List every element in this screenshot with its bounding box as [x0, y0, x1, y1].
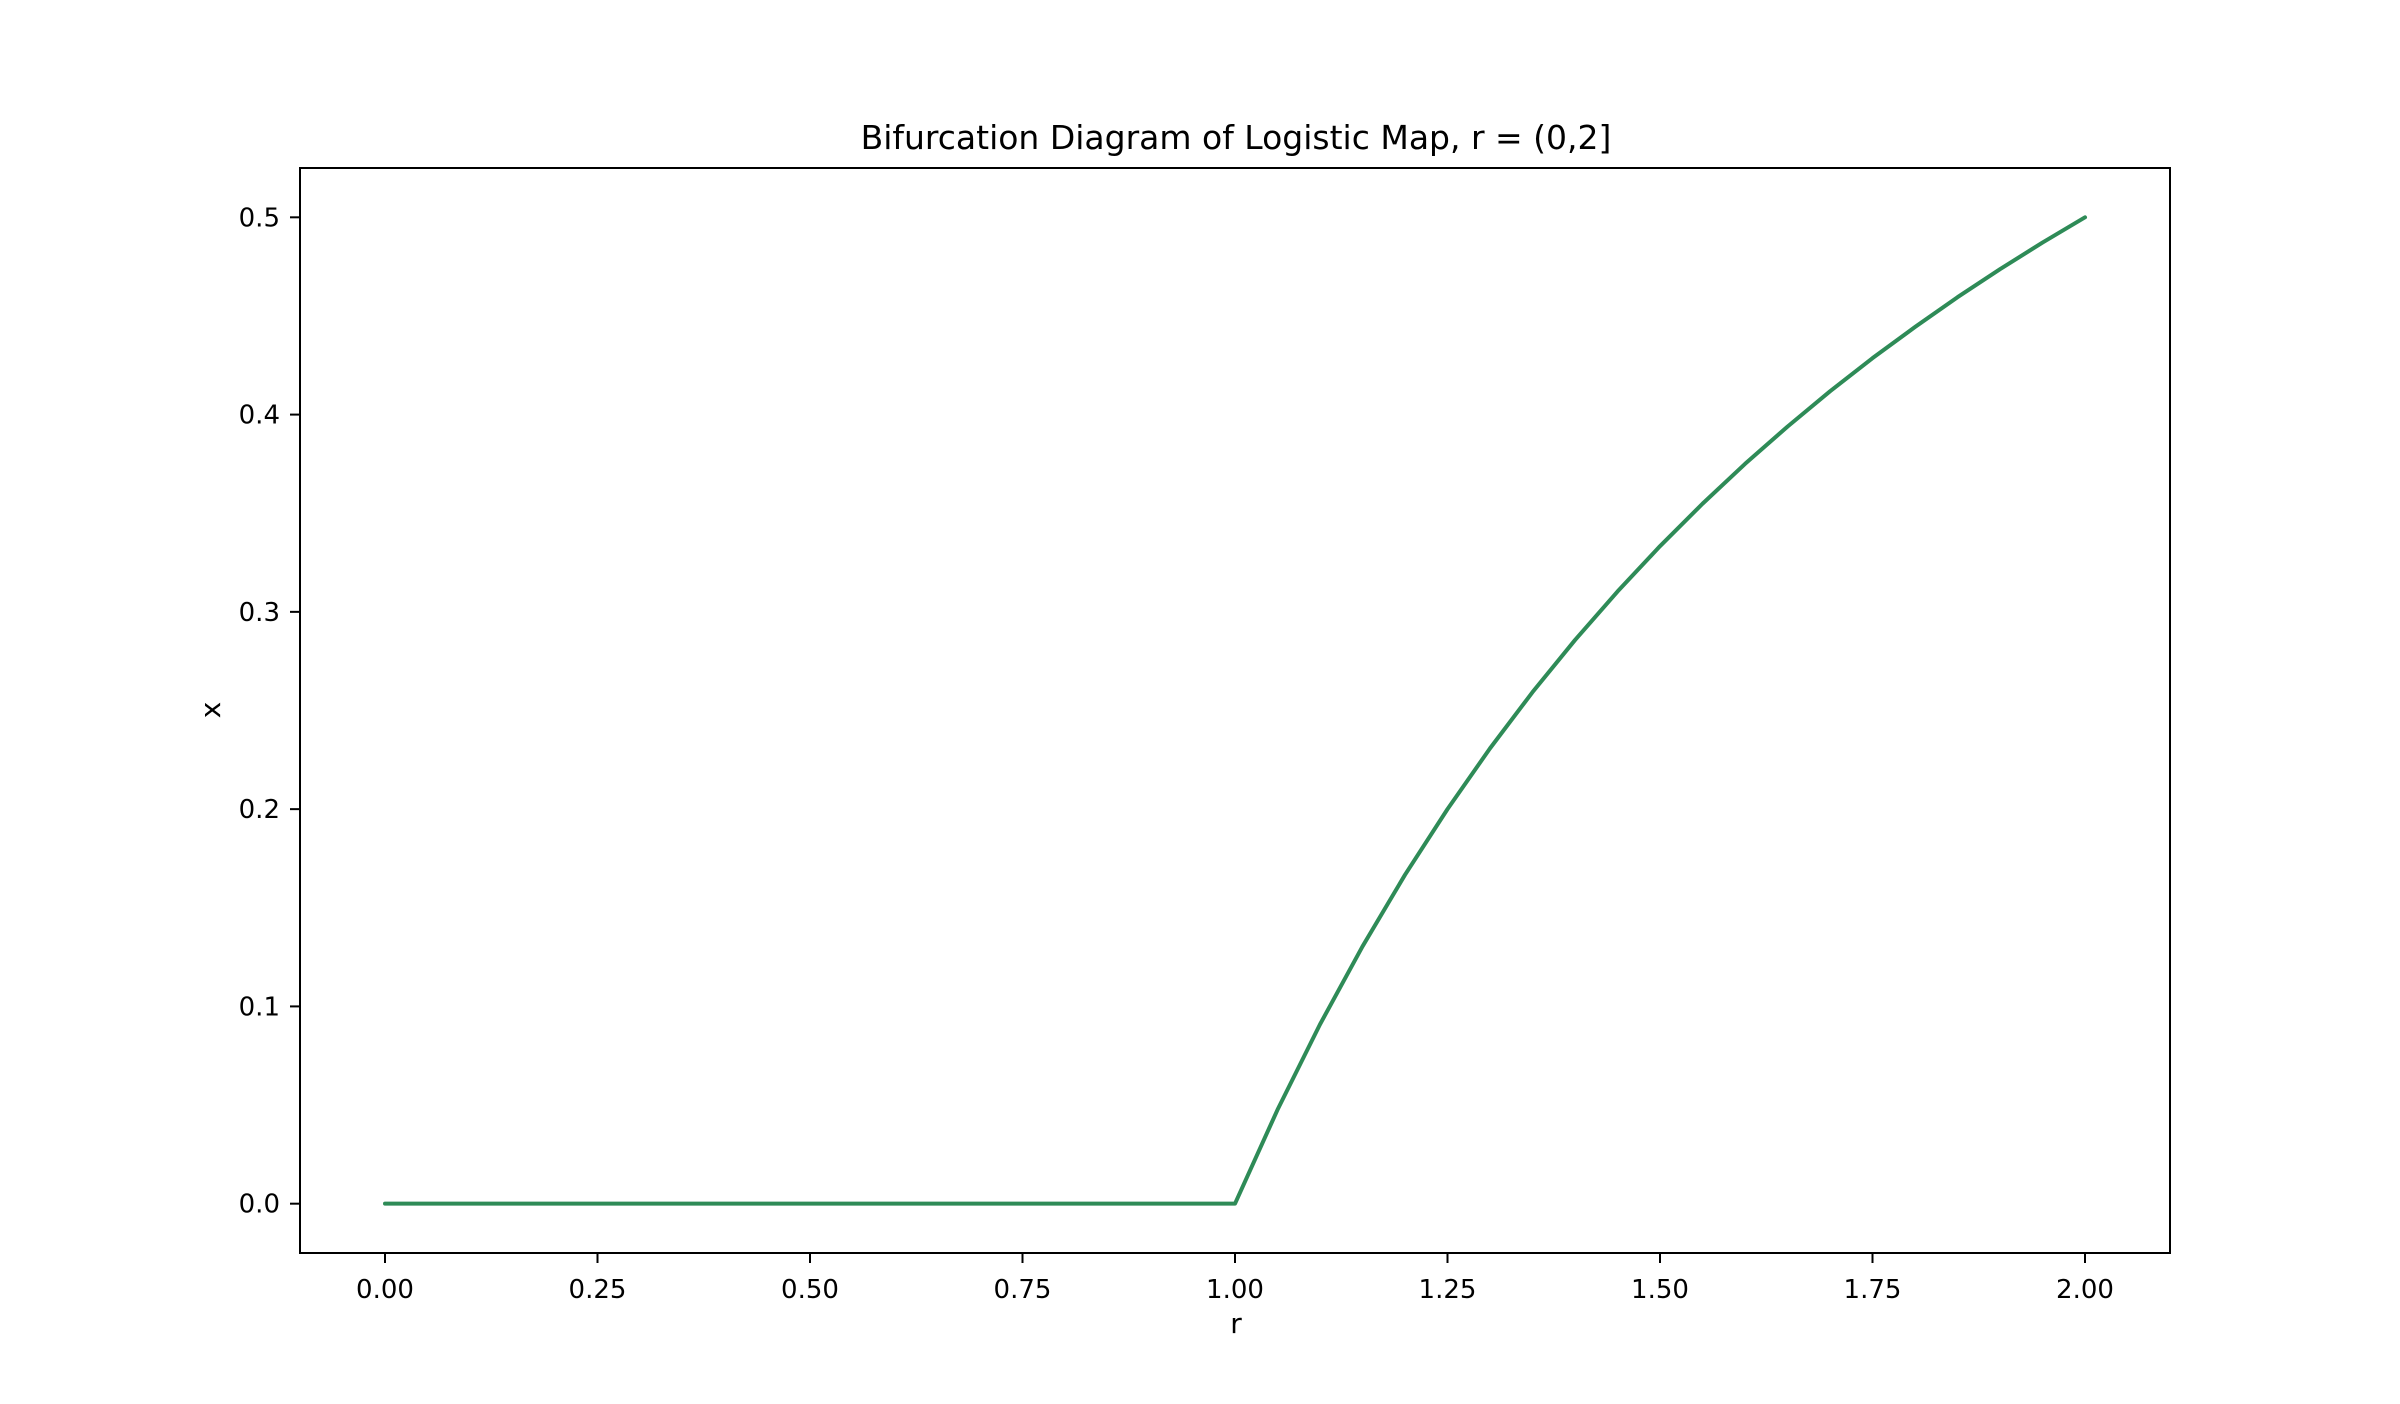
plot-area	[383, 215, 2087, 1206]
y-tick-label: 0.2	[239, 795, 280, 825]
x-axis-label: r	[1230, 1307, 1242, 1340]
x-tick-label: 1.25	[1419, 1275, 1477, 1305]
x-tick-label: 0.25	[569, 1275, 627, 1305]
chart-title: Bifurcation Diagram of Logistic Map, r =…	[861, 118, 1612, 157]
x-tick-label: 1.00	[1206, 1275, 1264, 1305]
y-axis: 0.0 0.1 0.2 0.3 0.4 0.5	[239, 203, 300, 1220]
series-line-0	[383, 215, 2087, 1206]
y-tick-label: 0.1	[239, 992, 280, 1022]
y-tick-label: 0.0	[239, 1190, 280, 1220]
x-tick-label: 1.75	[1844, 1275, 1902, 1305]
x-tick-label: 1.50	[1631, 1275, 1689, 1305]
x-axis: 0.00 0.25 0.50 0.75 1.00 1.25 1.50 1.75 2.00	[356, 1253, 2114, 1305]
x-tick-label: 0.75	[994, 1275, 1052, 1305]
y-tick-label: 0.5	[239, 203, 280, 233]
y-tick-label: 0.4	[239, 401, 280, 431]
x-tick-label: 0.00	[356, 1275, 414, 1305]
y-tick-label: 0.3	[239, 598, 280, 628]
x-tick-label: 2.00	[2056, 1275, 2114, 1305]
x-tick-label: 0.50	[781, 1275, 839, 1305]
y-axis-label: x	[194, 702, 227, 719]
